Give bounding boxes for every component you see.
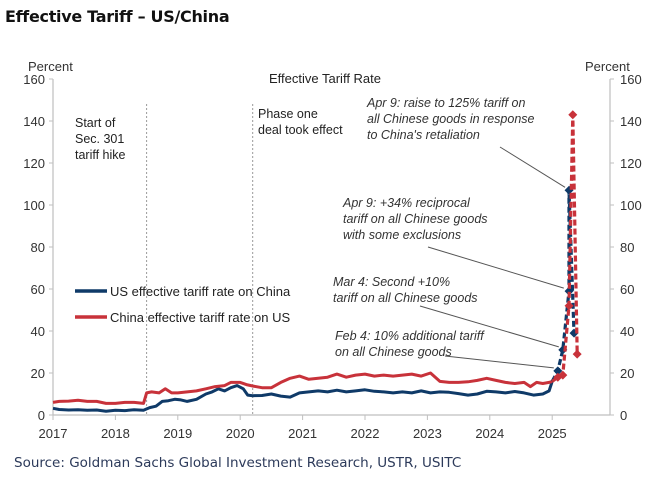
annotation-leader-line — [427, 246, 564, 289]
spike-line-china — [551, 114, 579, 383]
y-tick-label-left: 80 — [31, 240, 45, 255]
annotation-text: Mar 4: Second +10% tariff on all Chinese … — [333, 275, 478, 305]
y-tick-label-left: 40 — [31, 324, 45, 339]
x-tick-label: 2017 — [39, 426, 68, 441]
spike-segments — [550, 110, 582, 383]
series-lines — [52, 371, 554, 413]
y-tick-label-right: 60 — [620, 282, 634, 297]
x-tick-label: 2024 — [475, 426, 504, 441]
page-title: Effective Tariff – US/China — [5, 7, 230, 26]
annotation-leader-line — [499, 146, 566, 188]
vertical-marker-label: Phase one deal took effect — [258, 107, 343, 137]
vertical-markers: Start of Sec. 301 tariff hike Phase one deal… — [75, 104, 343, 415]
chart-title: Effective Tariff Rate — [269, 71, 381, 86]
annotation-leader-line — [444, 355, 554, 369]
vertical-marker-label: Start of Sec. 301 tariff hike — [75, 116, 126, 162]
y-tick-label-left: 100 — [23, 198, 45, 213]
x-tick-label: 2022 — [351, 426, 380, 441]
x-tick-label: 2023 — [413, 426, 442, 441]
y-tick-label-right: 80 — [620, 240, 634, 255]
data-point-china — [568, 110, 578, 120]
y-tick-label-right: 20 — [620, 366, 634, 381]
y-tick-label-right: 160 — [620, 72, 642, 87]
y-tick-label-left: 120 — [23, 156, 45, 171]
x-tick-label: 2020 — [226, 426, 255, 441]
x-tick-label: 2019 — [163, 426, 192, 441]
x-tick-label: 2021 — [288, 426, 317, 441]
data-point-china — [572, 349, 582, 359]
y-axis-title-left: Percent — [28, 59, 73, 74]
series-line-china — [52, 371, 553, 405]
data-point-china — [564, 301, 574, 311]
legend-label-china: China effective tariff rate on US — [110, 310, 291, 325]
data-point-china — [558, 370, 568, 380]
y-tick-label-left: 60 — [31, 282, 45, 297]
y-axis-title-right: Percent — [585, 59, 630, 74]
x-tick-label: 2018 — [101, 426, 130, 441]
y-tick-label-left: 160 — [23, 72, 45, 87]
legend-label-us: US effective tariff rate on China — [110, 284, 291, 299]
y-tick-label-left: 20 — [31, 366, 45, 381]
y-tick-label-right: 0 — [620, 408, 627, 423]
x-tick-label: 2025 — [538, 426, 567, 441]
annotation-text: Apr 9: +34% reciprocal tariff on all Chin… — [342, 196, 488, 242]
y-tick-label-right: 140 — [620, 114, 642, 129]
series-line-us — [52, 380, 554, 413]
data-point-us — [553, 366, 563, 376]
source-note: Source: Goldman Sachs Global Investment … — [14, 455, 462, 471]
y-tick-label-right: 100 — [620, 198, 642, 213]
data-point-us — [564, 286, 574, 296]
annotation-text: Feb 4: 10% additional tariff on all Chine… — [335, 329, 485, 359]
legend: US effective tariff rate on China China … — [75, 284, 291, 325]
y-tick-label-right: 40 — [620, 324, 634, 339]
y-tick-label-left: 140 — [23, 114, 45, 129]
y-tick-label-left: 0 — [38, 408, 45, 423]
y-tick-label-right: 120 — [620, 156, 642, 171]
annotations: Apr 9: raise to 125% tariff on all Chines… — [333, 96, 566, 369]
annotation-text: Apr 9: raise to 125% tariff on all Chines… — [366, 96, 535, 142]
annotation-leader-line — [419, 305, 559, 348]
